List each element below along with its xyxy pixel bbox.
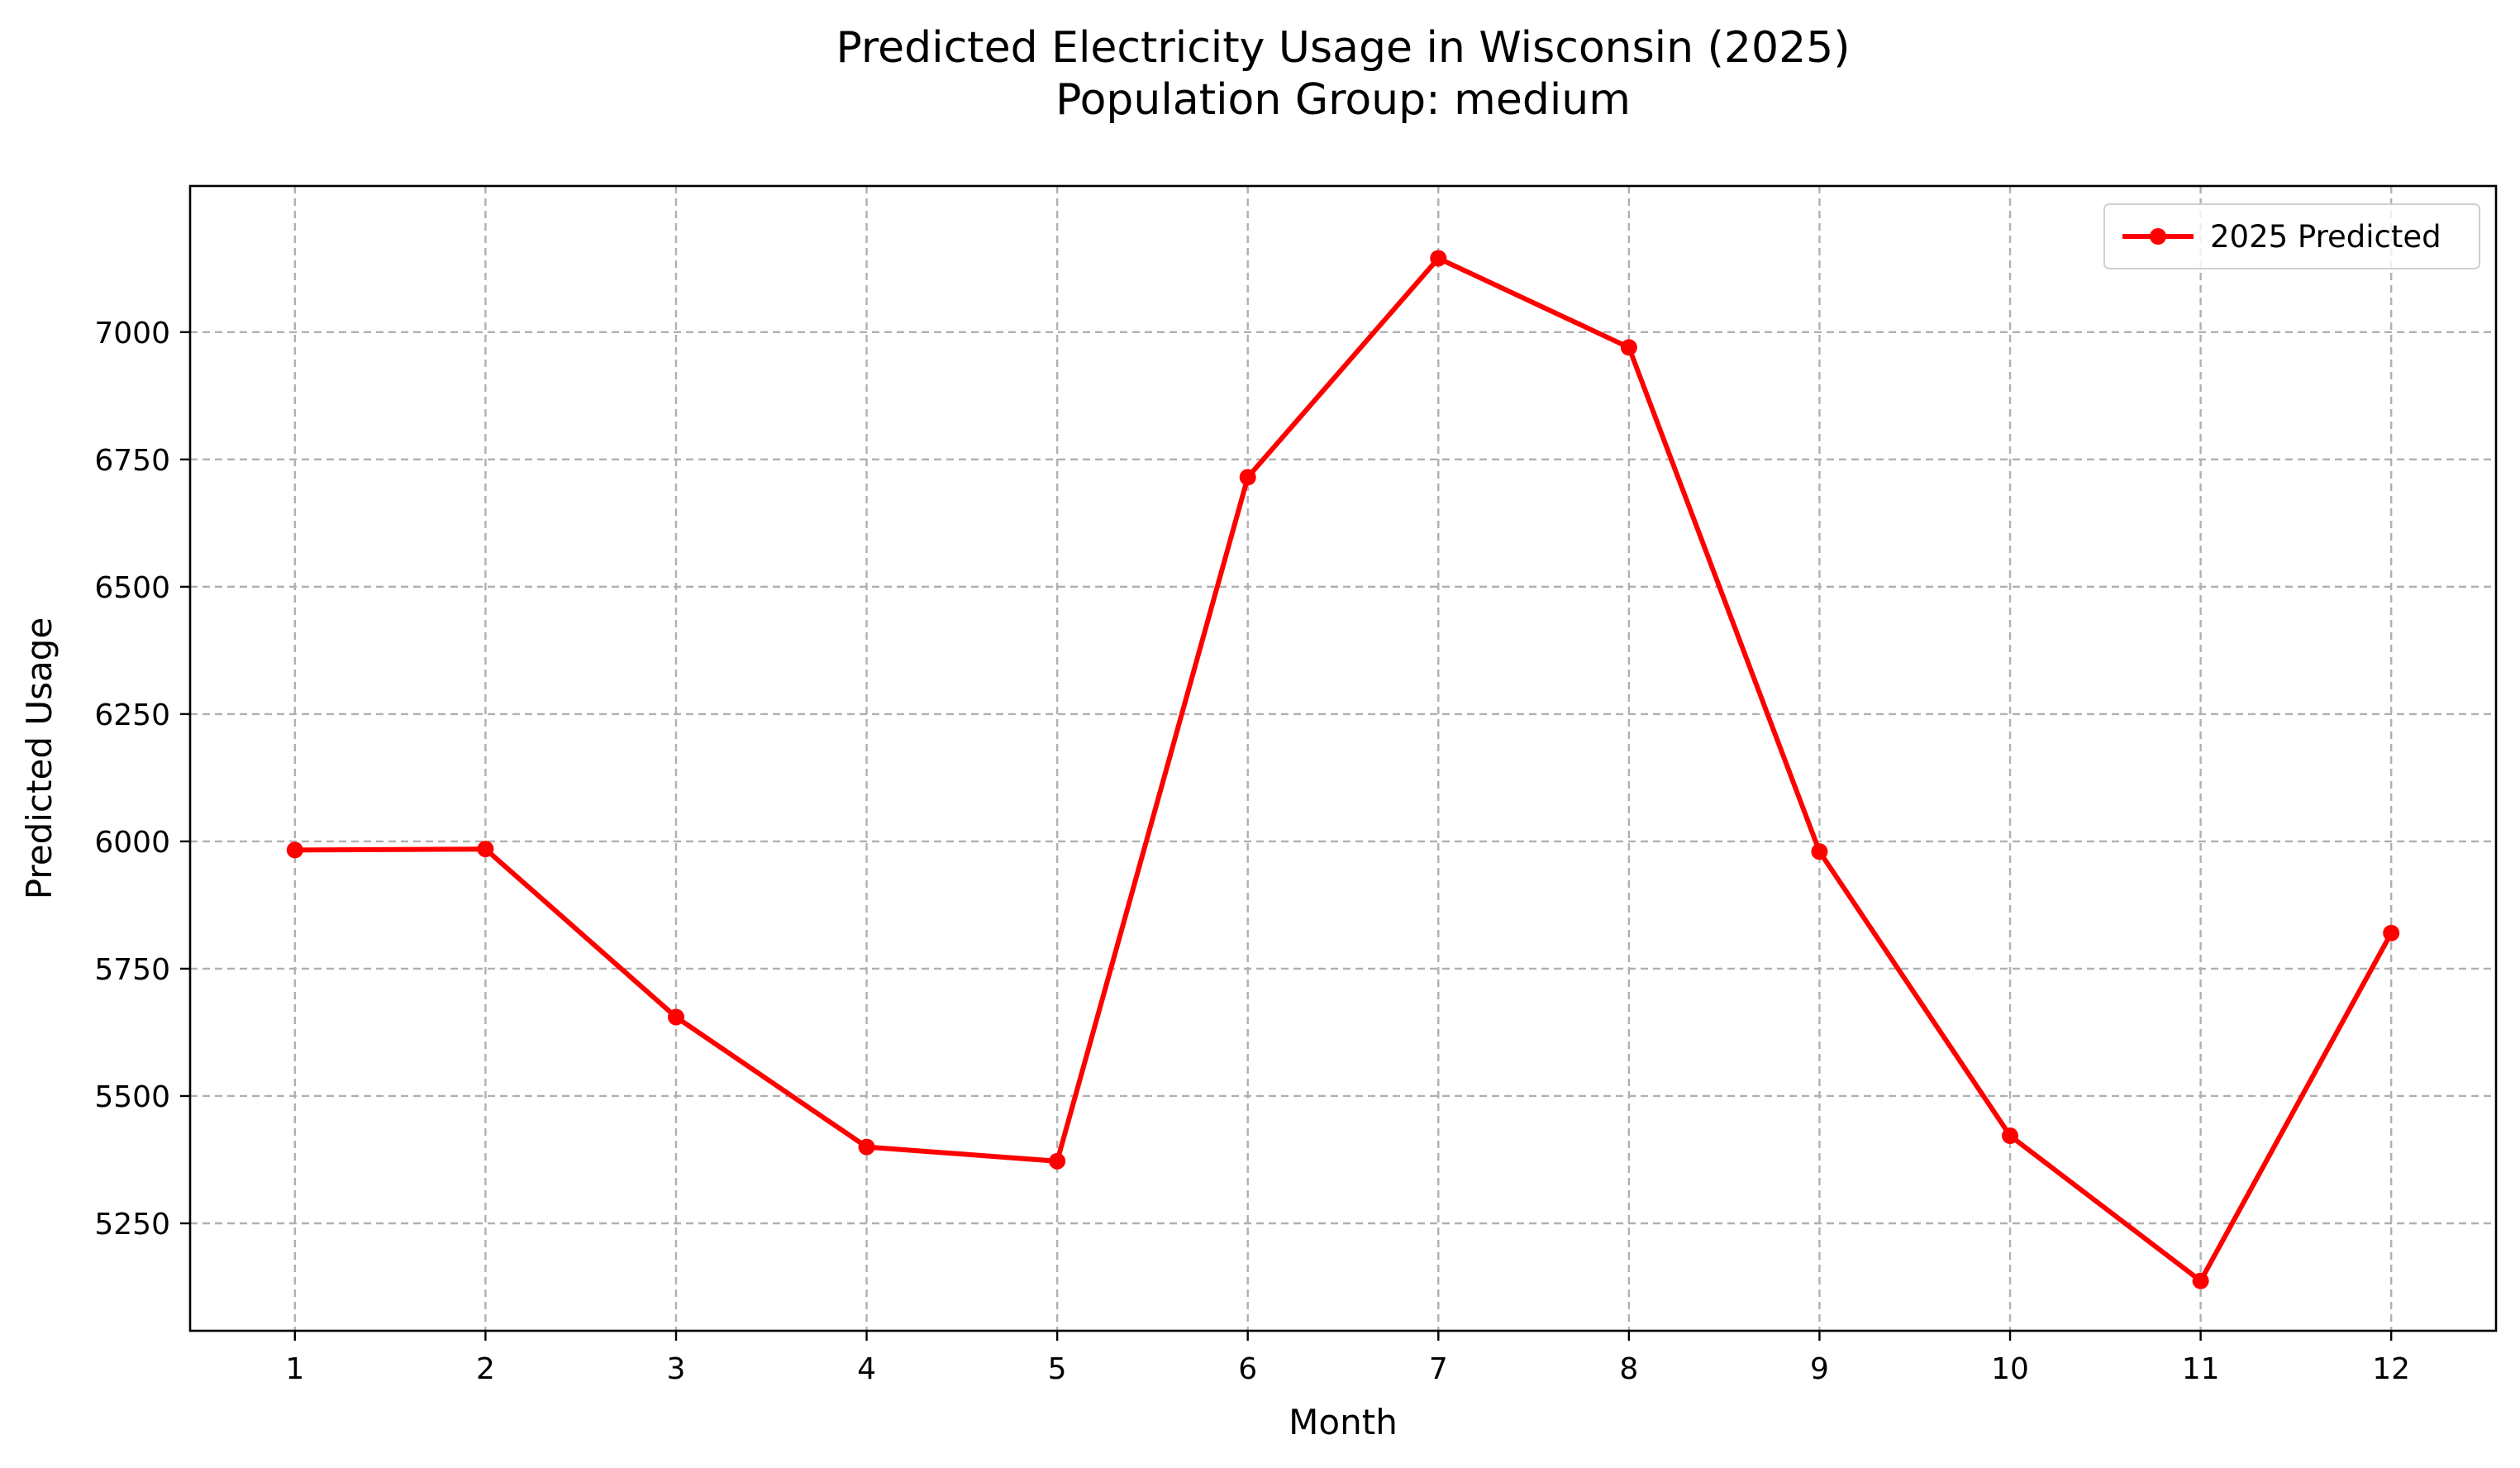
grid: [190, 186, 2496, 1331]
x-tick-label: 3: [667, 1352, 686, 1386]
y-tick-label: 5250: [94, 1208, 170, 1242]
x-tick-label: 11: [2182, 1352, 2220, 1386]
legend: 2025 Predicted: [2103, 203, 2480, 269]
y-tick-label: 6750: [94, 444, 170, 478]
data-point: [477, 841, 494, 858]
series-line-2025-predicted: [292, 255, 2394, 1284]
data-point: [1430, 250, 1447, 267]
data-point: [1620, 339, 1637, 356]
y-tick-label: 5500: [94, 1080, 170, 1114]
series-layer: [286, 250, 2400, 1289]
y-tick-label: 6500: [94, 571, 170, 605]
y-tick-label: 6000: [94, 826, 170, 860]
plot-area-frame: [188, 184, 2498, 1332]
data-point: [2192, 1272, 2209, 1289]
legend-entry-2025-predicted: 2025 Predicted: [2210, 219, 2441, 255]
y-axis-label: Predicted Usage: [19, 617, 60, 899]
chart-subtitle: Population Group: medium: [1055, 75, 1631, 125]
x-tick-label: 6: [1238, 1352, 1257, 1386]
data-point: [1811, 843, 1828, 860]
data-point: [2383, 924, 2400, 941]
y-tick-label: 6250: [94, 698, 170, 732]
legend-box: [2103, 203, 2480, 269]
axis-ticks: 1 2 3 4 5 6 7 8 9 10 11 125250550057506000625065006…: [94, 317, 2410, 1386]
x-tick-label: 5: [1048, 1352, 1067, 1386]
x-tick-label: 1: [285, 1352, 304, 1386]
x-tick-label: 12: [2372, 1352, 2410, 1386]
x-tick-label: 4: [857, 1352, 876, 1386]
x-tick-label: 10: [1991, 1352, 2029, 1386]
data-point: [286, 841, 303, 859]
legend-marker-swatch: [2150, 228, 2166, 245]
data-point: [1049, 1152, 1066, 1170]
x-tick-label: 9: [1810, 1352, 1829, 1386]
x-axis-label: Month: [1289, 1402, 1398, 1442]
x-tick-label: 2: [476, 1352, 495, 1386]
data-point: [667, 1008, 684, 1026]
data-point: [858, 1138, 875, 1156]
y-tick-label: 7000: [94, 317, 170, 350]
chart-title: Predicted Electricity Usage in Wisconsin…: [836, 23, 1850, 73]
y-tick-label: 5750: [94, 953, 170, 987]
data-point: [1239, 469, 1256, 486]
x-tick-label: 7: [1429, 1352, 1448, 1386]
x-tick-label: 8: [1619, 1352, 1638, 1386]
data-point: [2002, 1127, 2019, 1145]
